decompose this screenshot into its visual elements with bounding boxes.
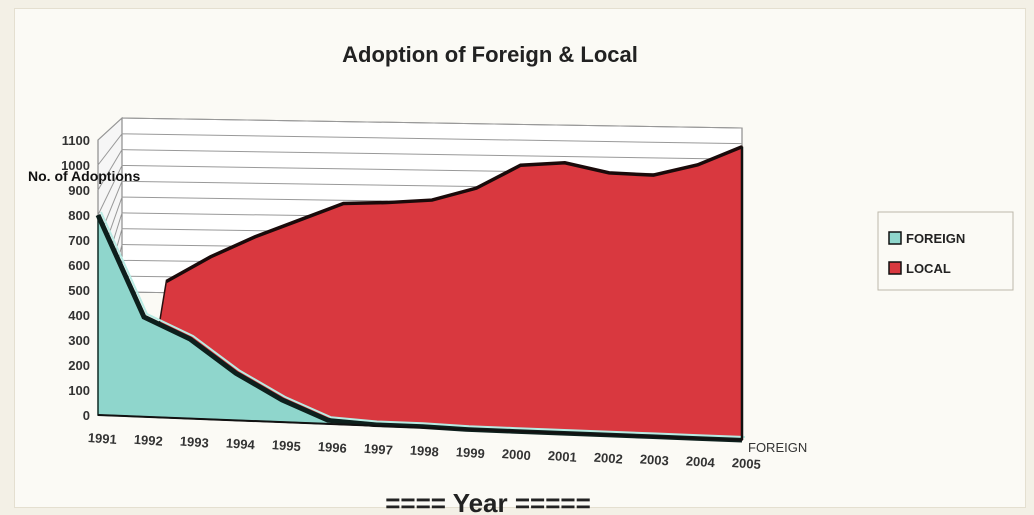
line-local-top — [165, 145, 743, 284]
y-tick-label: 0 — [83, 408, 90, 423]
y-tick-label: 200 — [68, 358, 90, 373]
legend-box — [877, 211, 1014, 291]
x-tick-label: 1996 — [317, 439, 347, 456]
gridline-side — [97, 117, 123, 141]
x-tick-label: 1995 — [271, 437, 301, 454]
x-tick-label: 1997 — [363, 441, 393, 458]
x-tick-label: 1994 — [225, 435, 256, 452]
y-axis-ticks: 0 100 200 300 400 500 600 700 800 900 1000 1100 — [61, 133, 90, 423]
y-tick-label: 1000 — [61, 158, 90, 173]
x-tick-label: 2003 — [639, 451, 669, 468]
gridline-side — [97, 149, 123, 191]
x-tick-label: 1991 — [87, 430, 117, 447]
y-tick-label: 900 — [68, 183, 90, 198]
y-tick-label: 800 — [68, 208, 90, 223]
x-axis-label: ==== Year ===== — [385, 488, 591, 515]
y-tick-label: 400 — [68, 308, 90, 323]
x-tick-label: 2002 — [593, 450, 623, 467]
legend-swatch-local — [888, 261, 902, 275]
data-areas — [95, 145, 746, 443]
line-foreign-highlight — [100, 211, 746, 438]
gridline — [121, 133, 743, 145]
y-tick-label: 1100 — [62, 133, 90, 148]
x-tick-label: 2005 — [731, 455, 761, 472]
x-tick-label: 1992 — [133, 432, 163, 449]
legend: FOREIGN LOCAL — [877, 211, 1014, 291]
legend-swatch-foreign — [888, 231, 902, 245]
y-tick-label: 600 — [68, 258, 90, 273]
gridline-side — [97, 165, 123, 216]
depth-axis-label: FOREIGN — [748, 440, 807, 455]
legend-label-local: LOCAL — [906, 261, 951, 276]
x-tick-label: 2004 — [685, 453, 716, 470]
y-tick-label: 100 — [68, 383, 90, 398]
chart-title: Adoption of Foreign & Local — [342, 42, 638, 67]
y-tick-label: 300 — [68, 333, 90, 348]
gridline — [121, 149, 743, 160]
x-tick-label: 2001 — [547, 448, 577, 465]
y-tick-label: 700 — [68, 233, 90, 248]
x-tick-label: 1999 — [455, 444, 485, 461]
y-axis-label: No. of Adoptions — [28, 168, 140, 184]
gridline — [121, 117, 743, 129]
gridline-side — [97, 133, 123, 166]
y-tick-label: 500 — [68, 283, 90, 298]
x-axis-line — [97, 414, 743, 441]
x-tick-label: 1998 — [409, 443, 439, 460]
x-axis-ticks: 1991 1992 1993 1994 1995 1996 1997 1998 1999 2000… — [87, 430, 761, 472]
x-tick-label: 1993 — [179, 434, 209, 451]
x-tick-label: 2000 — [501, 446, 531, 463]
legend-label-foreign: FOREIGN — [906, 231, 965, 246]
